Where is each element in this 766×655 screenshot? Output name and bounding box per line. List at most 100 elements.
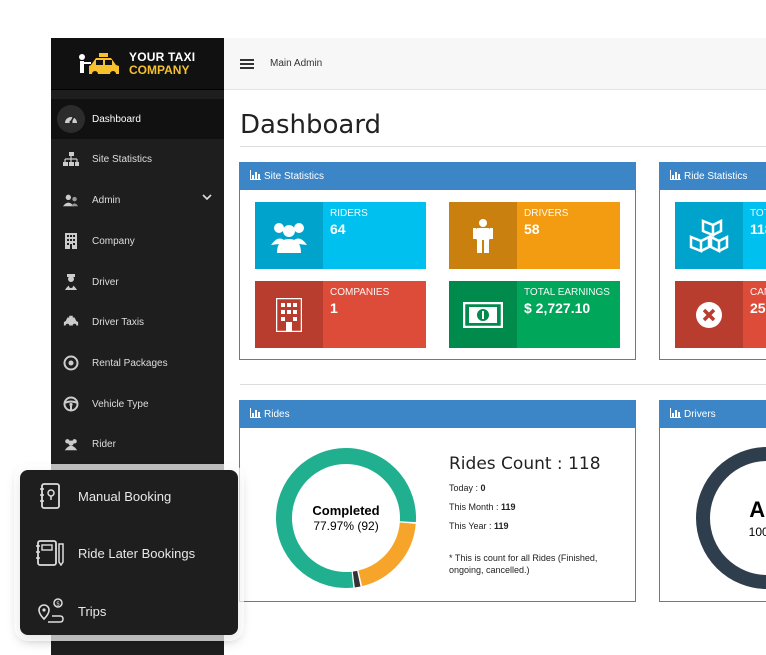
donut-label: Act bbox=[749, 497, 766, 522]
floating-menu: Manual Booking Ride Later Bookings $ Tri… bbox=[20, 470, 238, 635]
panel-title: Ride Statistics bbox=[684, 171, 748, 182]
tile-value: $ 2,727.10 bbox=[524, 300, 591, 316]
tile-value: 1 bbox=[330, 300, 338, 316]
main-content: Dashboard Site Statistics RIDERS 64 bbox=[224, 90, 766, 655]
sidebar-item-label: Admin bbox=[92, 194, 121, 206]
panel-header: Ride Statistics bbox=[660, 163, 766, 190]
tile-label: DRIVERS bbox=[524, 208, 569, 219]
booking-book-icon bbox=[36, 482, 64, 510]
divider bbox=[240, 146, 766, 147]
panel-header: Drivers bbox=[660, 401, 766, 428]
chevron-down-icon[interactable] bbox=[202, 192, 212, 205]
sidebar-item-label: Site Statistics bbox=[92, 153, 153, 165]
rides-panel: Rides Completed 77.97% (92) Rides Count … bbox=[239, 400, 636, 602]
tile-label: TOT bbox=[750, 208, 766, 219]
cancel-circle-icon bbox=[675, 281, 743, 348]
brand-line2: COMPANY bbox=[129, 62, 190, 77]
brand-line1: YOUR TAXI bbox=[129, 49, 196, 64]
tile-label: TOTAL EARNINGS bbox=[524, 287, 610, 298]
site-statistics-panel: Site Statistics RIDERS 64 DRIVERS 58 bbox=[239, 162, 636, 360]
tile-value: 118 bbox=[750, 221, 766, 237]
stat-tile-drivers[interactable]: DRIVERS 58 bbox=[449, 202, 620, 269]
stat-tile-total-rides[interactable]: TOT 118 bbox=[675, 202, 766, 269]
cubes-icon bbox=[675, 202, 743, 269]
sidebar-item-vehicle-type[interactable]: Vehicle Type bbox=[51, 384, 224, 424]
menu-item-ride-later-bookings[interactable]: Ride Later Bookings bbox=[20, 533, 238, 573]
building-icon bbox=[255, 281, 323, 348]
menu-item-label: Manual Booking bbox=[78, 488, 172, 504]
stat-tile-riders[interactable]: RIDERS 64 bbox=[255, 202, 426, 269]
sidebar-item-dashboard[interactable]: Dashboard bbox=[51, 99, 224, 139]
rides-donut-chart bbox=[276, 448, 416, 588]
menu-item-trips[interactable]: $ Trips bbox=[20, 591, 238, 631]
sidebar-item-label: Driver Taxis bbox=[92, 316, 145, 328]
steering-wheel-icon bbox=[63, 396, 79, 412]
money-bill-icon bbox=[449, 281, 517, 348]
sidebar-item-label: Vehicle Type bbox=[92, 398, 149, 410]
route-pin-icon: $ bbox=[36, 597, 64, 625]
tile-label: RIDERS bbox=[330, 208, 368, 219]
rides-today: Today : 0 bbox=[449, 483, 486, 493]
person-icon bbox=[449, 202, 517, 269]
top-bar: Main Admin bbox=[224, 38, 766, 90]
target-icon bbox=[63, 355, 79, 371]
rides-this-month: This Month : 119 bbox=[449, 502, 516, 512]
users-group-icon bbox=[255, 202, 323, 269]
menu-item-manual-booking[interactable]: Manual Booking bbox=[20, 476, 238, 516]
panel-header: Rides bbox=[240, 401, 635, 428]
svg-text:$: $ bbox=[56, 601, 60, 608]
drivers-donut-chart bbox=[696, 447, 766, 589]
rides-count-title: Rides Count : 118 bbox=[449, 454, 601, 474]
admin-window: YOUR TAXI COMPANY Dashboard Site Statist… bbox=[51, 38, 766, 655]
taxi-icon bbox=[63, 314, 79, 330]
stat-tile-companies[interactable]: COMPANIES 1 bbox=[255, 281, 426, 348]
bar-chart-icon bbox=[670, 408, 681, 421]
page-title: Dashboard bbox=[240, 110, 382, 140]
sidebar-item-admin[interactable]: Admin bbox=[51, 180, 224, 220]
drivers-panel: Drivers Act 100.00 bbox=[659, 400, 766, 602]
taxi-logo-icon bbox=[79, 52, 119, 77]
donut-value: 77.97% (92) bbox=[313, 519, 379, 533]
sidebar-item-driver-taxis[interactable]: Driver Taxis bbox=[51, 302, 224, 342]
divider bbox=[240, 384, 766, 385]
sidebar-item-label: Dashboard bbox=[92, 113, 141, 125]
panel-title: Site Statistics bbox=[264, 171, 325, 182]
sidebar-item-label: Rental Packages bbox=[92, 357, 168, 369]
admin-users-icon bbox=[63, 192, 79, 208]
sidebar-item-driver[interactable]: Driver bbox=[51, 262, 224, 302]
hamburger-menu-icon[interactable] bbox=[240, 58, 254, 69]
sidebar-item-rental-packages[interactable]: Rental Packages bbox=[51, 343, 224, 383]
tile-label: COMPANIES bbox=[330, 287, 390, 298]
dashboard-icon bbox=[57, 105, 85, 133]
notebook-pencil-icon bbox=[36, 539, 64, 567]
menu-item-label: Ride Later Bookings bbox=[78, 545, 196, 561]
building-icon bbox=[63, 233, 79, 249]
sidebar-item-company[interactable]: Company bbox=[51, 221, 224, 261]
stat-tile-cancelled-rides[interactable]: CAN 25 bbox=[675, 281, 766, 348]
rides-note: * This is count for all Rides (Finished,… bbox=[449, 553, 598, 575]
brand-logo[interactable]: YOUR TAXI COMPANY bbox=[51, 38, 224, 90]
bar-chart-icon bbox=[250, 170, 261, 183]
ride-statistics-panel: Ride Statistics TOT 118 CAN 25 bbox=[659, 162, 766, 360]
sidebar-item-label: Company bbox=[92, 235, 135, 247]
sitemap-icon bbox=[63, 151, 79, 167]
donut-label: Completed bbox=[312, 503, 380, 518]
sidebar-item-site-statistics[interactable]: Site Statistics bbox=[51, 139, 224, 179]
tile-label: CAN bbox=[750, 287, 766, 298]
sidebar-item-rider[interactable]: Rider bbox=[51, 424, 224, 464]
user-name[interactable]: Main Admin bbox=[270, 58, 323, 69]
stat-tile-total-earnings[interactable]: TOTAL EARNINGS $ 2,727.10 bbox=[449, 281, 620, 348]
donut-value: 100.00 bbox=[748, 525, 766, 539]
driver-icon bbox=[63, 274, 79, 290]
tile-value: 25 bbox=[750, 300, 766, 316]
panel-title: Drivers bbox=[684, 409, 716, 420]
sidebar-item-label: Driver bbox=[92, 276, 119, 288]
menu-item-label: Trips bbox=[78, 603, 107, 619]
rides-this-year: This Year : 119 bbox=[449, 521, 509, 531]
panel-title: Rides bbox=[264, 409, 290, 420]
riders-icon bbox=[63, 436, 79, 452]
sidebar-item-label: Rider bbox=[92, 438, 116, 450]
bar-chart-icon bbox=[670, 170, 681, 183]
panel-header: Site Statistics bbox=[240, 163, 635, 190]
tile-value: 58 bbox=[524, 221, 540, 237]
